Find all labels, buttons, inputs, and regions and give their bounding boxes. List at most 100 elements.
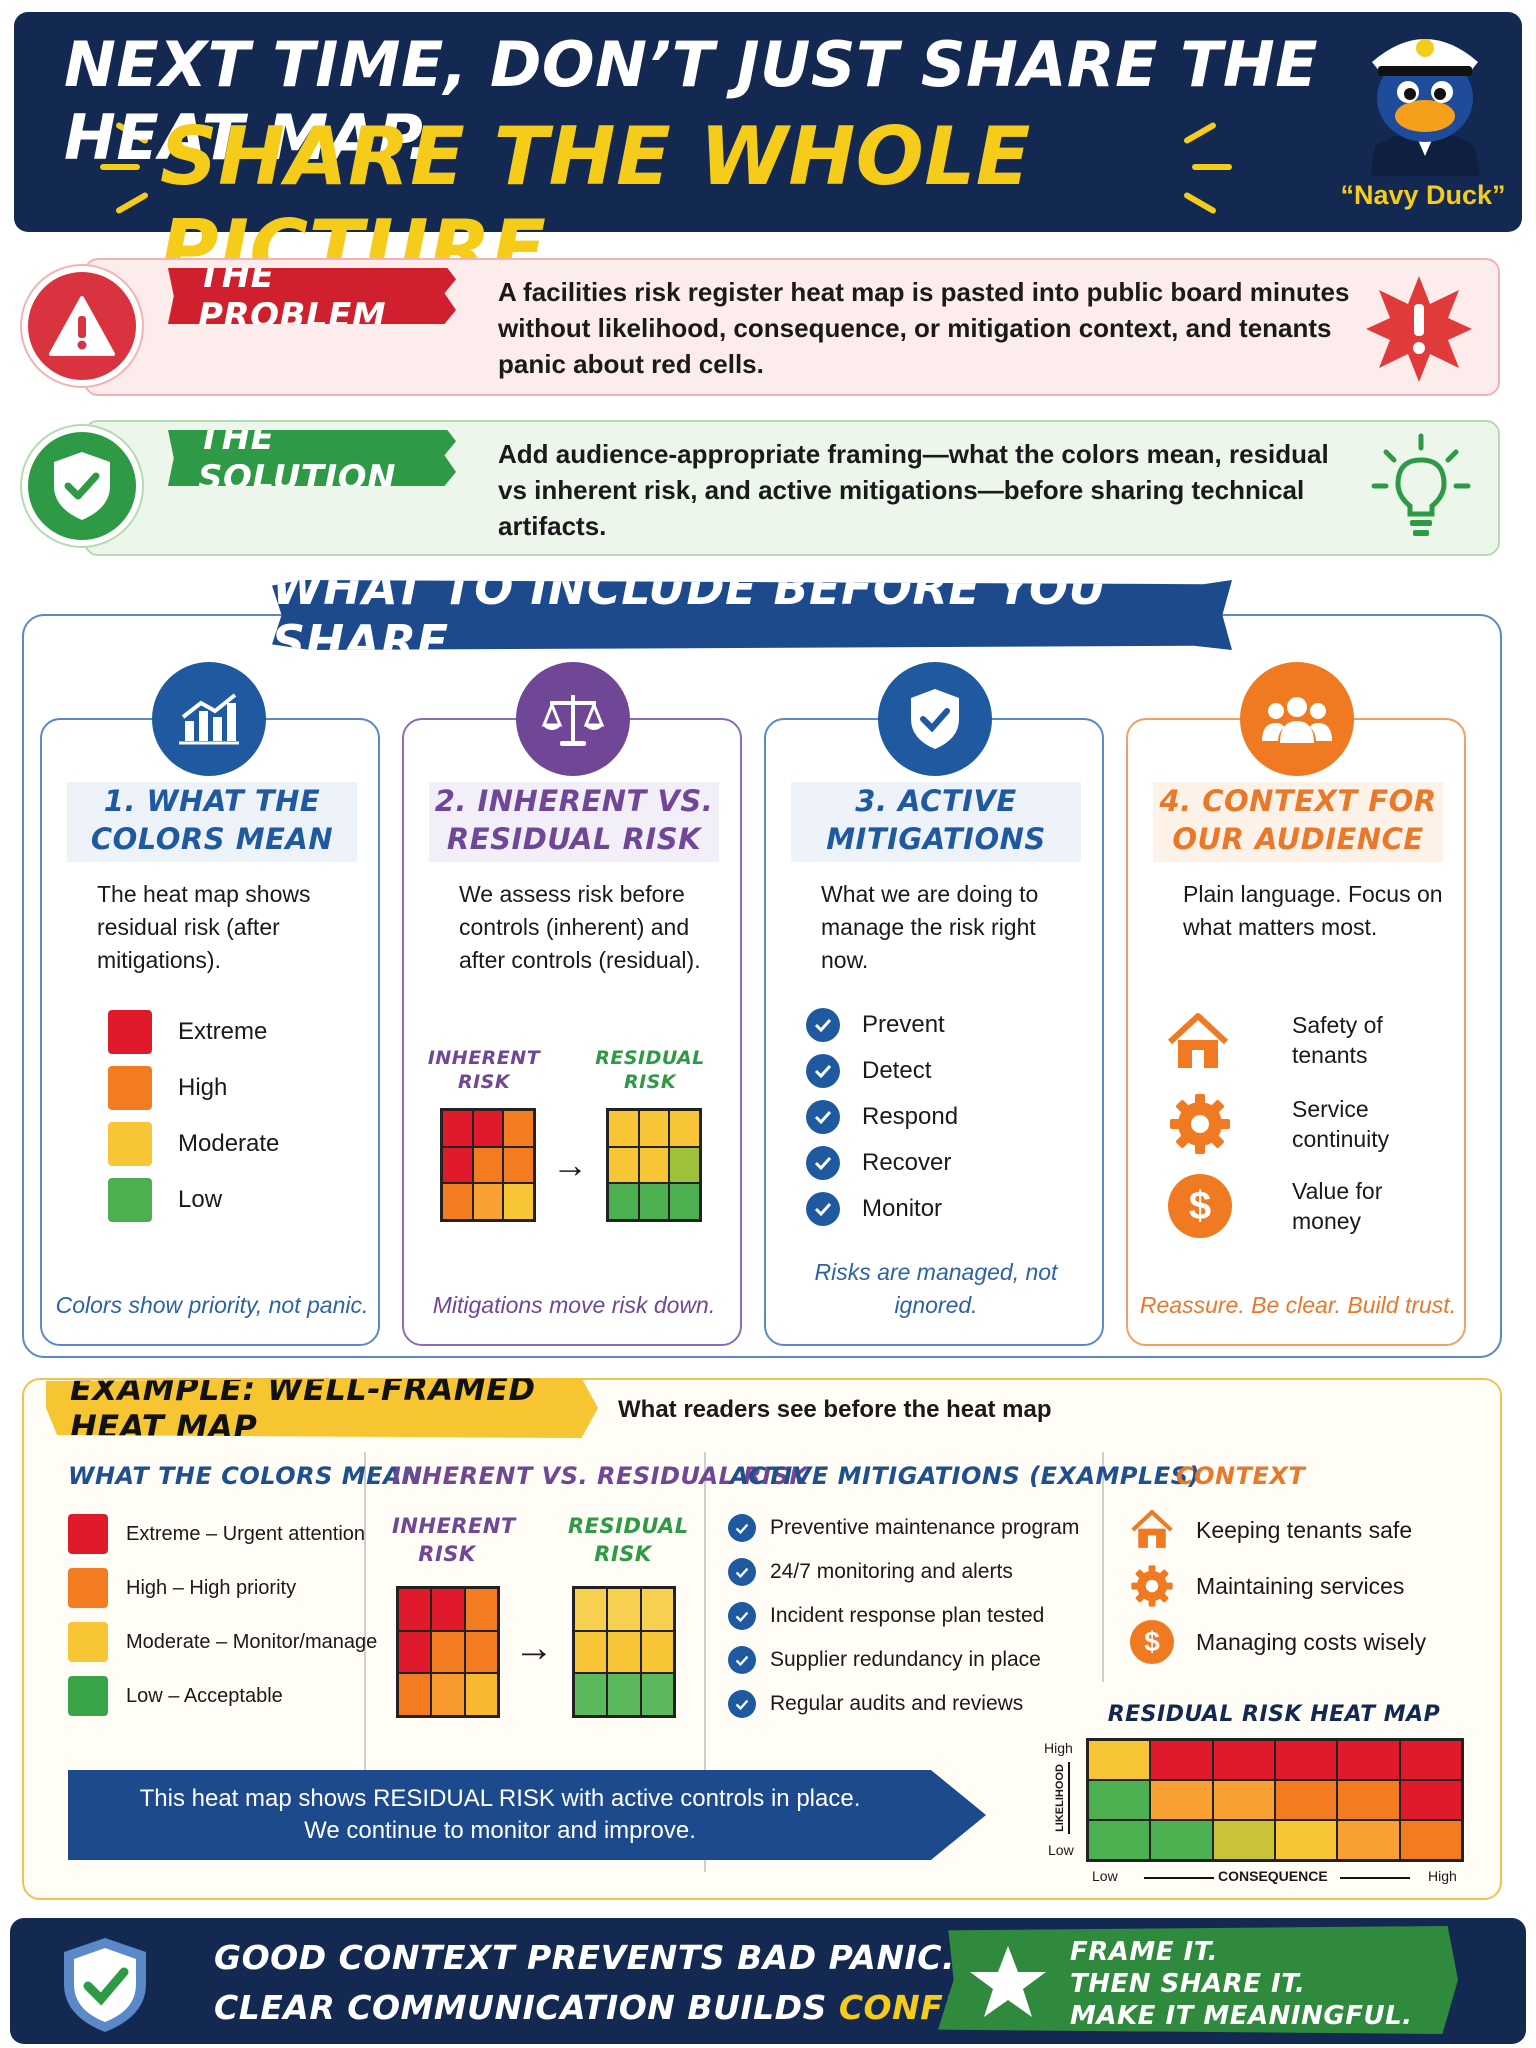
- check-icon: [728, 1602, 756, 1630]
- dollar-icon: $: [1130, 1620, 1174, 1664]
- mitigation-item: Recover: [806, 1146, 951, 1180]
- banner-text: This heat map shows RESIDUAL RISK with a…: [80, 1783, 920, 1847]
- mitigation-item: Detect: [806, 1054, 931, 1088]
- arrow-right-icon: →: [552, 1144, 588, 1185]
- problem-text: A facilities risk register heat map is p…: [498, 277, 1350, 379]
- gear-icon: [1130, 1564, 1174, 1608]
- mascot-label: “Navy Duck”: [1340, 180, 1506, 210]
- heatmap-cell: [1088, 1820, 1151, 1860]
- example-inherent-grid: [396, 1586, 500, 1718]
- example-legend-moderate: Moderate – Monitor/manage: [68, 1622, 377, 1662]
- card-footer: Mitigations move risk down.: [432, 1292, 716, 1318]
- heatmap-cell: [1212, 1820, 1275, 1860]
- residual-note-banner: [68, 1770, 986, 1860]
- heatmap-cell: [1337, 1780, 1400, 1820]
- banner-line-2: We continue to monitor and improve.: [304, 1817, 696, 1844]
- card-body: Plain language. Focus on what matters mo…: [1183, 881, 1443, 940]
- heatmap-cell: [1088, 1740, 1151, 1780]
- context-label: Value for money: [1292, 1178, 1383, 1234]
- solution-text: Add audience-appropriate framing—what th…: [498, 439, 1329, 541]
- legend-high: High: [108, 1066, 227, 1110]
- legend-label: Moderate – Monitor/manage: [126, 1630, 378, 1653]
- x-axis-arrow-right: [1340, 1877, 1410, 1879]
- header-banner: [14, 12, 1522, 232]
- example-legend-low: Low – Acceptable: [68, 1676, 283, 1716]
- house-icon: [1130, 1508, 1174, 1552]
- legend-low: Low: [108, 1178, 222, 1222]
- example-mitigation-item: Preventive maintenance program: [728, 1514, 1079, 1542]
- example-context-title: CONTEXT: [1176, 1462, 1306, 1490]
- heatmap-x-high: High: [1428, 1868, 1457, 1884]
- heatmap-cell: [1212, 1740, 1275, 1780]
- mitigation-label: Prevent: [862, 1011, 945, 1038]
- legend-label: High: [178, 1074, 228, 1101]
- check-icon: [728, 1646, 756, 1674]
- mitigation-label: Incident response plan tested: [770, 1604, 1045, 1627]
- footer-line-2-text: CLEAR COMMUNICATION BUILDS: [214, 1988, 839, 2027]
- heatmap-x-label: CONSEQUENCE: [1218, 1868, 1328, 1884]
- footer-line-1: GOOD CONTEXT PREVENTS BAD PANIC.: [214, 1938, 955, 1977]
- mitigation-item: Respond: [806, 1100, 958, 1134]
- heatmap-cell: [1150, 1820, 1213, 1860]
- card-active-mitigations: 3. ACTIVE MITIGATIONS What we are doing …: [764, 718, 1104, 1346]
- residual-heatmap: [1086, 1738, 1464, 1862]
- footer-right-2: THEN SHARE IT.: [1070, 1969, 1306, 1999]
- check-icon: [806, 1146, 840, 1180]
- residual-label: RESIDUAL RISK: [595, 1047, 705, 1093]
- legend-label: Moderate: [178, 1130, 280, 1157]
- card-body: We assess risk before controls (inherent…: [459, 881, 701, 973]
- heatmap-cell: [1337, 1740, 1400, 1780]
- star-icon: [968, 1944, 1048, 2020]
- mitigation-label: Recover: [862, 1149, 952, 1176]
- arrow-right-icon: →: [514, 1626, 554, 1670]
- check-icon: [806, 1100, 840, 1134]
- inherent-label: INHERENT RISK: [427, 1047, 541, 1093]
- context-label: Managing costs wisely: [1196, 1628, 1427, 1655]
- card-footer: Reassure. Be clear. Build trust.: [1139, 1292, 1457, 1318]
- navy-duck-mascot-icon: [1350, 16, 1500, 176]
- check-icon: [728, 1558, 756, 1586]
- example-mitigations-title: ACTIVE MITIGATIONS (EXAMPLES): [730, 1462, 1200, 1490]
- example-residual-grid: [572, 1586, 676, 1718]
- mitigation-label: Regular audits and reviews: [770, 1692, 1024, 1715]
- heatmap-y-high: High: [1044, 1740, 1073, 1756]
- lightbulb-icon: [1366, 432, 1476, 542]
- check-icon: [806, 1054, 840, 1088]
- banner-line-1: This heat map shows RESIDUAL RISK with a…: [139, 1785, 861, 1812]
- y-axis-arrow: [1068, 1762, 1070, 1834]
- card-footer: Colors show priority, not panic.: [55, 1292, 369, 1318]
- heatmap-cell: [1150, 1740, 1213, 1780]
- mitigation-label: Respond: [862, 1103, 959, 1130]
- card-inherent-residual: 2. INHERENT VS. RESIDUAL RISK We assess …: [402, 718, 742, 1346]
- house-icon: [1166, 1010, 1230, 1074]
- example-colors-title: WHAT THE COLORS MEAN: [68, 1462, 423, 1490]
- legend-label: High – High priority: [126, 1576, 297, 1599]
- heatmap-cell: [1088, 1780, 1151, 1820]
- check-icon: [728, 1690, 756, 1718]
- card-body: What we are doing to manage the risk rig…: [821, 881, 1039, 973]
- heatmap-cell: [1399, 1740, 1462, 1780]
- context-label: Safety of tenants: [1292, 1012, 1383, 1068]
- section-title: WHAT TO INCLUDE BEFORE YOU SHARE: [272, 580, 1232, 650]
- shield-check-icon: [58, 1934, 152, 2034]
- mitigation-item: Monitor: [806, 1192, 942, 1226]
- heatmap-cell: [1274, 1820, 1338, 1860]
- headline-line-1: NEXT TIME, DON’T JUST SHARE THE HEAT MAP…: [64, 28, 1319, 174]
- legend-label: Extreme – Urgent attention: [126, 1522, 366, 1545]
- heatmap-cell: [1150, 1780, 1213, 1820]
- example-risk-title: INHERENT VS. RESIDUAL RISK: [392, 1462, 809, 1490]
- heatmap-cell: [1399, 1780, 1462, 1820]
- gear-icon: [1168, 1092, 1232, 1156]
- bar-chart-icon: [152, 662, 266, 776]
- footer-right-1: FRAME IT.: [1070, 1937, 1218, 1967]
- card-footer: Risks are managed, not ignored.: [814, 1259, 1058, 1318]
- example-legend-extreme: Extreme – Urgent attention: [68, 1514, 365, 1554]
- residual-grid: [606, 1108, 702, 1222]
- people-icon: [1240, 662, 1354, 776]
- example-context-item: Maintaining services: [1130, 1564, 1404, 1608]
- heatmap-title: RESIDUAL RISK HEAT MAP: [1107, 1702, 1441, 1727]
- example-inherent-label: INHERENT RISK: [392, 1514, 516, 1566]
- legend-extreme: Extreme: [108, 1010, 267, 1054]
- scales-icon: [516, 662, 630, 776]
- example-residual-label: RESIDUAL RISK: [568, 1514, 689, 1566]
